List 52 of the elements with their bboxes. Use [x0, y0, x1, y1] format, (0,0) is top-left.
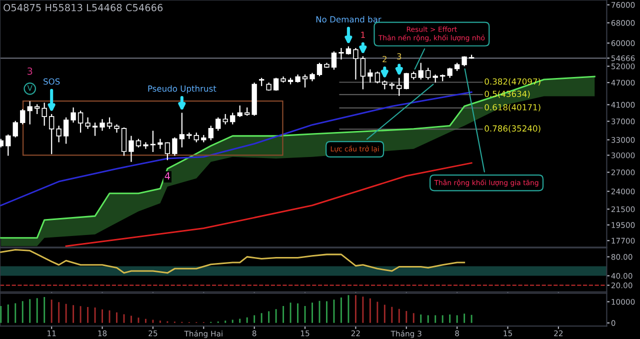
candlestick — [92, 122, 98, 136]
annotation: 4 — [164, 172, 170, 180]
candlestick — [106, 116, 112, 130]
candlestick — [368, 68, 373, 84]
candlestick — [128, 135, 134, 162]
candlestick — [222, 113, 228, 125]
candlestick — [273, 77, 279, 92]
ref-line-label: 0.618(40171) — [484, 104, 540, 112]
candlestick — [338, 47, 344, 60]
annotation: No Demand bar — [316, 16, 382, 23]
candlestick — [20, 108, 26, 125]
candlestick — [331, 50, 337, 70]
candlestick — [237, 104, 242, 118]
candlestick — [216, 116, 221, 132]
candlestick — [78, 110, 84, 134]
candlestick — [374, 71, 380, 84]
candlestick — [56, 125, 62, 143]
candlestick — [316, 62, 322, 77]
candlestick — [208, 125, 214, 141]
candlestick — [447, 67, 452, 78]
candlestick — [404, 72, 409, 90]
candlestick — [302, 74, 308, 88]
candlestick — [418, 62, 424, 80]
candlestick — [143, 142, 148, 150]
candlestick — [12, 120, 18, 138]
candlestick — [6, 134, 11, 156]
candlestick — [158, 138, 163, 150]
candlestick — [42, 102, 47, 126]
ref-line-label: 0.786(35240) — [484, 125, 540, 133]
annotation: 3 — [28, 67, 32, 75]
candlestick — [49, 113, 54, 155]
candlestick — [63, 116, 69, 144]
candlestick — [27, 100, 32, 125]
candlestick — [230, 112, 236, 125]
candlestick — [194, 132, 199, 143]
candlestick — [360, 56, 366, 90]
annotation: 1 — [361, 32, 365, 38]
candlestick — [179, 112, 185, 148]
candlestick — [353, 47, 358, 80]
candlestick — [70, 106, 76, 124]
annotation: SOS — [44, 78, 60, 85]
candlestick — [100, 118, 105, 132]
annotation: Pseudo Upthrust — [148, 85, 216, 94]
chart-title: O54875 H55813 L54468 C54666 — [4, 4, 163, 12]
annotation: 3 — [397, 53, 402, 60]
candlestick — [85, 116, 90, 130]
candlestick — [121, 126, 127, 156]
candlestick — [172, 136, 178, 156]
candlestick — [396, 77, 402, 96]
candlestick — [164, 142, 170, 161]
annotation: 2 — [382, 56, 386, 62]
candlestick — [426, 67, 431, 80]
